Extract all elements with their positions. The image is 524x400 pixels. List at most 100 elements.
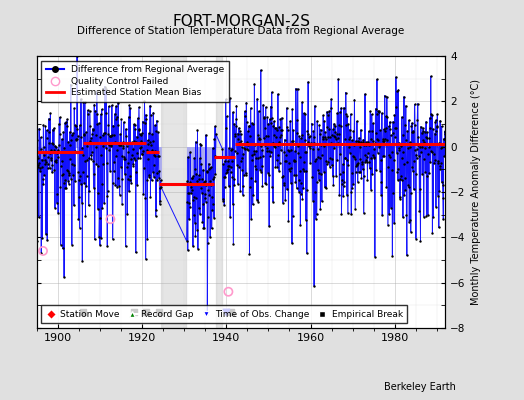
Point — [349, 128, 357, 134]
Point — [42, 135, 51, 141]
Point — [39, 248, 47, 254]
Point — [248, 201, 257, 208]
Point — [339, 168, 347, 175]
Point — [425, 134, 433, 141]
Point — [399, 160, 408, 167]
Point — [289, 127, 298, 134]
Point — [419, 125, 427, 131]
Point — [121, 156, 129, 162]
Point — [48, 162, 57, 168]
Point — [385, 126, 394, 132]
Point — [33, 238, 41, 244]
Point — [283, 126, 292, 133]
Point — [257, 169, 266, 175]
Point — [135, 126, 144, 132]
Point — [196, 142, 205, 148]
Point — [149, 110, 157, 116]
Point — [40, 157, 49, 163]
Point — [49, 126, 57, 133]
Point — [296, 168, 304, 174]
Point — [76, 172, 84, 179]
Point — [271, 144, 279, 151]
Point — [388, 130, 397, 136]
Point — [381, 136, 389, 143]
Point — [128, 161, 137, 167]
Point — [210, 215, 218, 221]
Point — [373, 136, 381, 142]
Point — [312, 216, 320, 222]
Point — [258, 182, 267, 189]
Point — [238, 192, 247, 198]
Point — [151, 153, 159, 160]
Point — [347, 189, 355, 196]
Point — [39, 122, 48, 128]
Point — [236, 188, 245, 194]
Point — [33, 152, 41, 159]
Point — [52, 200, 61, 206]
Point — [207, 164, 215, 170]
Point — [430, 130, 439, 137]
Point — [331, 122, 340, 129]
Point — [251, 178, 259, 185]
Point — [316, 131, 324, 137]
Point — [242, 99, 250, 106]
Point — [79, 168, 87, 175]
Point — [231, 148, 239, 154]
Point — [93, 88, 101, 94]
Point — [190, 194, 198, 200]
Point — [351, 206, 359, 212]
Point — [409, 128, 417, 134]
Point — [391, 134, 399, 140]
Point — [148, 131, 156, 138]
Point — [32, 137, 41, 143]
Point — [304, 139, 313, 145]
Point — [287, 146, 296, 153]
Point — [381, 128, 389, 134]
Point — [259, 135, 268, 142]
Point — [62, 119, 70, 125]
Point — [111, 138, 119, 145]
Point — [359, 136, 367, 143]
Point — [387, 141, 396, 148]
Point — [126, 177, 134, 183]
Point — [363, 154, 372, 160]
Point — [286, 168, 294, 175]
Text: Berkeley Earth: Berkeley Earth — [384, 382, 456, 392]
Point — [34, 162, 42, 169]
Point — [105, 133, 114, 139]
Point — [260, 115, 268, 121]
Point — [188, 174, 196, 181]
Point — [209, 176, 217, 182]
Point — [102, 86, 111, 92]
Point — [378, 137, 387, 144]
Point — [100, 140, 108, 146]
Point — [119, 139, 128, 146]
Point — [327, 104, 335, 111]
Point — [385, 211, 394, 217]
Point — [309, 128, 318, 134]
Point — [99, 132, 107, 138]
Point — [41, 123, 50, 129]
Point — [228, 174, 236, 180]
Point — [305, 145, 314, 152]
Point — [303, 131, 312, 138]
Point — [256, 136, 264, 142]
Point — [95, 234, 103, 241]
Point — [127, 156, 136, 163]
Point — [78, 258, 86, 264]
Point — [322, 136, 331, 142]
Point — [391, 124, 400, 131]
Point — [140, 140, 148, 146]
Point — [132, 249, 140, 256]
Point — [157, 177, 165, 184]
Point — [107, 142, 116, 148]
Point — [193, 226, 201, 233]
Point — [133, 181, 141, 188]
Point — [150, 174, 158, 180]
Point — [205, 166, 213, 172]
Point — [145, 172, 154, 178]
Point — [397, 177, 406, 184]
Point — [303, 128, 312, 134]
Point — [422, 213, 431, 219]
Point — [374, 136, 382, 143]
